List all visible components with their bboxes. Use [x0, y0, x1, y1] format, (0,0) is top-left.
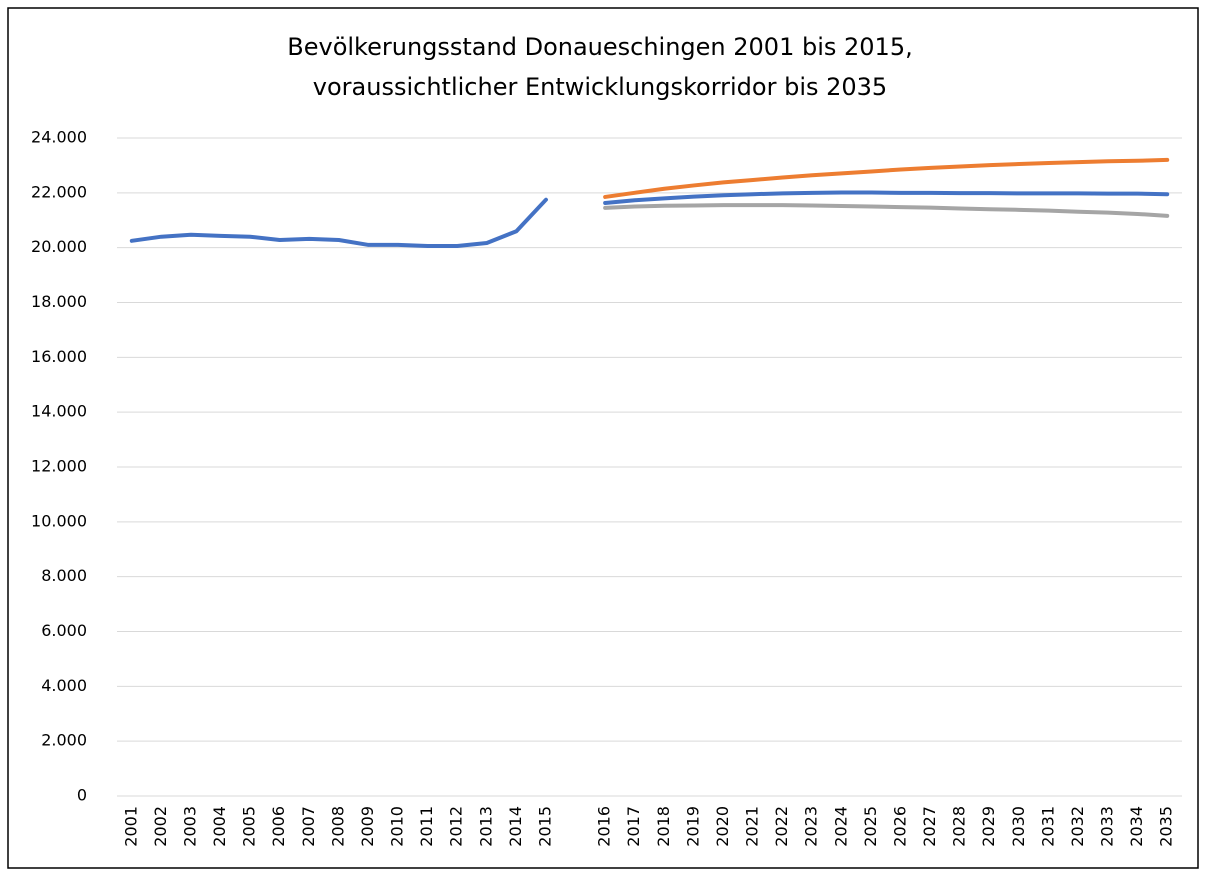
x-tick-label: 2013	[476, 806, 495, 847]
x-tick-label: 2029	[979, 806, 998, 847]
y-tick-label: 12.000	[31, 457, 87, 476]
x-tick-label: 2034	[1127, 806, 1146, 847]
y-tick-label: 0	[77, 786, 87, 805]
x-tick-label: 2012	[447, 806, 466, 847]
y-tick-label: 4.000	[41, 676, 87, 695]
x-tick-label: 2014	[506, 806, 525, 847]
x-tick-label: 2024	[831, 806, 850, 847]
y-tick-label: 20.000	[31, 237, 87, 256]
y-tick-label: 6.000	[41, 621, 87, 640]
y-tick-label: 14.000	[31, 402, 87, 421]
chart-frame	[7, 7, 1199, 869]
series-line	[129, 197, 548, 249]
x-tick-label: 2032	[1068, 806, 1087, 847]
x-tick-label: 2017	[624, 806, 643, 847]
chart-title: Bevölkerungsstand Donaueschingen 2001 bi…	[287, 33, 912, 61]
x-tick-label: 2007	[299, 806, 318, 847]
x-tick-label: 2035	[1157, 806, 1176, 847]
series-line	[603, 190, 1170, 205]
y-tick-label: 16.000	[31, 347, 87, 366]
x-tick-label: 2015	[535, 806, 554, 847]
x-tick-label: 2027	[920, 806, 939, 847]
x-tick-label: 2030	[1009, 806, 1028, 847]
x-tick-label: 2023	[802, 806, 821, 847]
x-tick-label: 2011	[417, 806, 436, 847]
x-tick-label: 2021	[743, 806, 762, 847]
x-tick-label: 2003	[180, 806, 199, 847]
x-tick-label: 2010	[388, 806, 407, 847]
x-tick-label: 2004	[210, 806, 229, 847]
y-tick-label: 18.000	[31, 292, 87, 311]
y-tick-label: 2.000	[41, 731, 87, 750]
x-tick-label: 2001	[121, 806, 140, 847]
y-tick-label: 8.000	[41, 566, 87, 585]
x-tick-label: 2020	[713, 806, 732, 847]
x-tick-label: 2028	[950, 806, 969, 847]
x-tick-label: 2026	[890, 806, 909, 847]
x-tick-label: 2031	[1038, 806, 1057, 847]
y-tick-label: 10.000	[31, 511, 87, 530]
series-line	[603, 203, 1170, 218]
x-tick-label: 2025	[861, 806, 880, 847]
series-line	[603, 157, 1170, 199]
x-tick-label: 2019	[683, 806, 702, 847]
x-tick-label: 2002	[151, 806, 170, 847]
x-tick-label: 2005	[240, 806, 259, 847]
x-tick-label: 2016	[595, 806, 614, 847]
x-tick-label: 2033	[1098, 806, 1117, 847]
x-tick-label: 2009	[358, 806, 377, 847]
y-tick-label: 22.000	[31, 182, 87, 201]
y-tick-label: 24.000	[31, 128, 87, 147]
x-tick-label: 2006	[269, 806, 288, 847]
x-tick-label: 2022	[772, 806, 791, 847]
x-tick-label: 2018	[654, 806, 673, 847]
x-tick-label: 2008	[328, 806, 347, 847]
chart-title: voraussichtlicher Entwicklungskorridor b…	[313, 73, 887, 101]
